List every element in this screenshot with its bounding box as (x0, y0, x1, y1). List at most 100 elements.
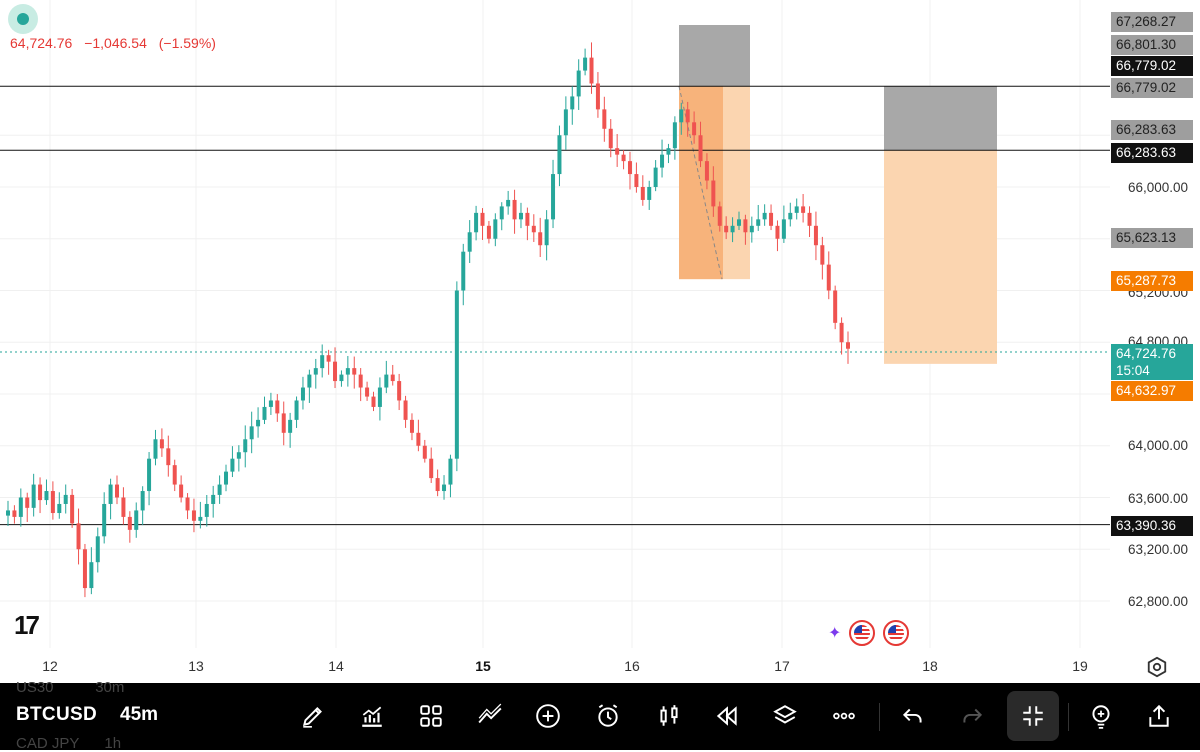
replay-icon[interactable] (706, 695, 748, 737)
x-axis-tick: 12 (42, 658, 58, 674)
lightbulb-icon[interactable] (1080, 695, 1122, 737)
candle-body (416, 432, 421, 446)
ghost-symbol-below: CAD JPY 1h (16, 735, 122, 752)
candle-body (833, 290, 838, 323)
candle-body (743, 219, 748, 233)
interval-button[interactable]: 45m (120, 704, 159, 725)
price-label-entry: 66,283.63 (1111, 120, 1193, 140)
candle-body (839, 322, 844, 343)
y-axis-tick: 63,600.00 (1127, 491, 1188, 506)
candle-body (377, 387, 382, 407)
candle-body (70, 494, 75, 524)
candle-body (429, 458, 434, 479)
candle-body (679, 109, 684, 123)
candle-body (711, 180, 716, 207)
candle-body (685, 109, 690, 123)
candle-body (518, 212, 523, 220)
more-icon[interactable] (823, 695, 865, 737)
exit-fullscreen-icon[interactable] (1007, 691, 1059, 741)
x-axis-tick: 17 (774, 658, 790, 674)
candle-body (89, 562, 94, 589)
target-zone (884, 150, 997, 364)
candle-body (512, 199, 517, 220)
candle-body (813, 225, 818, 246)
us-flag-icon[interactable] (883, 620, 910, 646)
layers-icon[interactable] (764, 695, 806, 737)
tradingview-logo-icon[interactable]: 17 (14, 610, 40, 640)
candle-body (31, 484, 36, 508)
chart-area[interactable] (0, 0, 1200, 683)
candle-body (820, 245, 825, 265)
candle-body (44, 491, 49, 501)
candle-body (409, 419, 414, 433)
candle-body (76, 523, 81, 550)
candle-body (352, 368, 357, 375)
alert-icon[interactable] (587, 695, 629, 737)
x-axis-tick: 13 (188, 658, 204, 674)
add-icon[interactable] (527, 695, 569, 737)
candle-body (615, 148, 620, 155)
y-axis-tick: 66,000.00 (1127, 180, 1188, 195)
redo-icon[interactable] (951, 695, 993, 737)
current-price-label: 64,724.76 15:04 (1111, 344, 1193, 380)
candle-body (18, 497, 23, 517)
candle-body (300, 387, 305, 401)
header-change: −1,046.54 (84, 35, 147, 51)
candle-body (147, 458, 152, 492)
current-price-value: 64,724.76 (1116, 346, 1177, 361)
trade-path-line (678, 86, 723, 280)
candle-body (801, 206, 806, 213)
candle-body (653, 167, 658, 187)
candle-body (794, 206, 799, 213)
undo-icon[interactable] (892, 695, 934, 737)
layouts-icon[interactable] (410, 695, 452, 737)
candle-body (108, 484, 113, 504)
sparkle-icon[interactable]: ✦ (828, 625, 842, 642)
candle-body (191, 510, 196, 521)
candlestick-chart[interactable] (0, 0, 1200, 683)
candle-body (307, 374, 312, 388)
candle-body (531, 225, 536, 233)
indicators-icon[interactable] (351, 695, 393, 737)
events-markers[interactable]: ✦ (828, 620, 910, 646)
candle-body (95, 536, 100, 563)
candle-body (442, 484, 447, 492)
candle-body (775, 225, 780, 239)
candle-body (480, 212, 485, 226)
bar-style-icon[interactable] (648, 695, 690, 737)
candle-body (493, 219, 498, 239)
candle-body (390, 374, 395, 382)
x-axis-tick: 15 (475, 658, 491, 674)
candle-body (640, 187, 645, 200)
us-flag-icon[interactable] (849, 620, 876, 646)
candle-body (595, 83, 600, 110)
candle-body (365, 387, 370, 397)
candle-body (12, 510, 17, 517)
candle-body (140, 491, 145, 511)
candle-body (333, 361, 338, 382)
candle-body (538, 232, 543, 246)
candle-body (281, 413, 286, 433)
share-icon[interactable] (1138, 695, 1180, 737)
candle-body (621, 154, 626, 162)
candle-body (127, 516, 132, 530)
candle-body (724, 225, 729, 233)
settings-icon[interactable] (1146, 656, 1168, 678)
candle-body (397, 381, 402, 401)
price-label-hline: 66,283.63 (1111, 143, 1193, 163)
pencil-icon[interactable] (292, 695, 334, 737)
candle-body (627, 161, 632, 175)
candle-body (326, 355, 331, 362)
candle-body (320, 355, 325, 369)
symbol-button[interactable]: BTCUSD (16, 704, 97, 725)
x-axis-tick: 14 (328, 658, 344, 674)
candle-body (371, 396, 376, 407)
candle-body (807, 212, 812, 226)
price-label-stop: 66,801.30 (1111, 35, 1193, 55)
candle-body (756, 219, 761, 226)
candle-body (467, 232, 472, 252)
header-price-line: 64,724.76 −1,046.54 (−1.59%) (10, 35, 224, 51)
candle-body (358, 374, 363, 388)
drawing-trend-icon[interactable] (469, 695, 511, 737)
price-label-stop-2: 66,779.02 (1111, 78, 1193, 98)
